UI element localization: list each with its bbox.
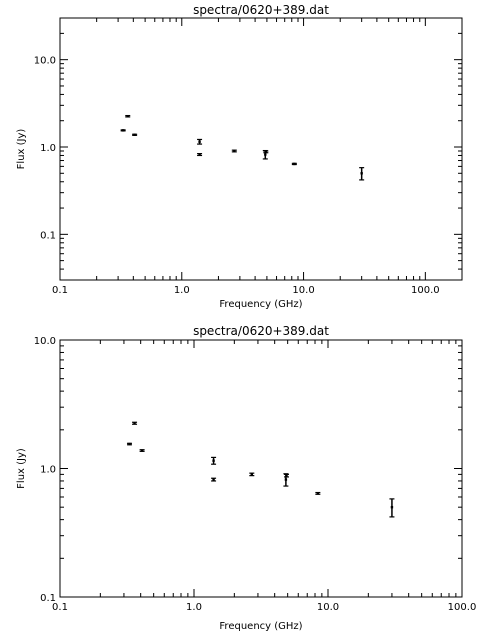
y-tick-label: 10.0	[34, 336, 56, 347]
point-marker	[140, 449, 144, 452]
data-point	[120, 129, 126, 132]
data-point	[211, 477, 217, 482]
x-tick-label: 0.1	[52, 602, 68, 613]
x-tick-label: 10.0	[292, 285, 314, 296]
point-marker	[264, 150, 268, 154]
chart-panel-1: spectra/0620+389.dat Frequency (GHz) Flux …	[16, 3, 463, 310]
point-marker	[284, 478, 288, 481]
point-marker	[133, 422, 136, 425]
y-tick-label: 0.1	[40, 230, 56, 241]
data-point	[197, 153, 203, 157]
point-marker	[133, 133, 136, 136]
point-marker	[212, 459, 215, 462]
y-tick-label: 1.0	[40, 143, 56, 154]
x-axis-label: Frequency (GHz)	[219, 299, 302, 310]
x-axis-label: Frequency (GHz)	[219, 621, 302, 632]
data-point	[197, 138, 203, 145]
point-marker	[264, 153, 267, 156]
chart-title: spectra/0620+389.dat	[193, 324, 329, 338]
plot-frame	[59, 339, 463, 598]
point-marker	[316, 492, 320, 495]
x-tick-label: 1.0	[186, 602, 202, 613]
data-point	[359, 167, 365, 181]
data-point	[231, 149, 237, 153]
data-point	[263, 150, 269, 154]
data-point	[291, 162, 297, 166]
x-tick-label: 1.0	[174, 285, 190, 296]
plot-frame	[59, 17, 463, 281]
data-point	[211, 456, 217, 465]
x-tick-label: 100.0	[411, 285, 440, 296]
y-axis-label: Flux (Jy)	[16, 129, 27, 170]
point-marker	[212, 478, 215, 481]
data-point	[132, 133, 138, 136]
data-point	[139, 449, 145, 452]
x-tick-label: 0.1	[52, 285, 68, 296]
x-tick-label: 10.0	[317, 602, 339, 613]
point-marker	[233, 149, 236, 153]
chart-panel-2: spectra/0620+389.dat Frequency (GHz) Flux …	[16, 324, 476, 632]
data-point	[126, 442, 132, 446]
chart-title: spectra/0620+389.dat	[193, 3, 329, 17]
x-tick-label: 100.0	[448, 602, 477, 613]
point-marker	[128, 442, 131, 446]
point-marker	[121, 129, 125, 132]
data-point	[132, 421, 138, 425]
point-marker	[250, 473, 254, 476]
point-marker	[390, 505, 394, 509]
point-marker	[198, 140, 201, 143]
y-tick-label: 10.0	[34, 56, 56, 67]
y-axis-label: Flux (Jy)	[16, 448, 27, 489]
data-point	[283, 473, 289, 478]
data-point	[315, 491, 321, 495]
data-point	[389, 498, 395, 518]
point-marker	[360, 172, 363, 175]
data-point	[249, 472, 255, 477]
point-marker	[198, 153, 201, 156]
point-marker	[285, 474, 288, 477]
point-marker	[126, 115, 129, 118]
y-tick-label: 1.0	[40, 465, 56, 476]
y-tick-label: 0.1	[40, 593, 56, 604]
point-marker	[293, 162, 296, 166]
data-point	[125, 114, 131, 118]
